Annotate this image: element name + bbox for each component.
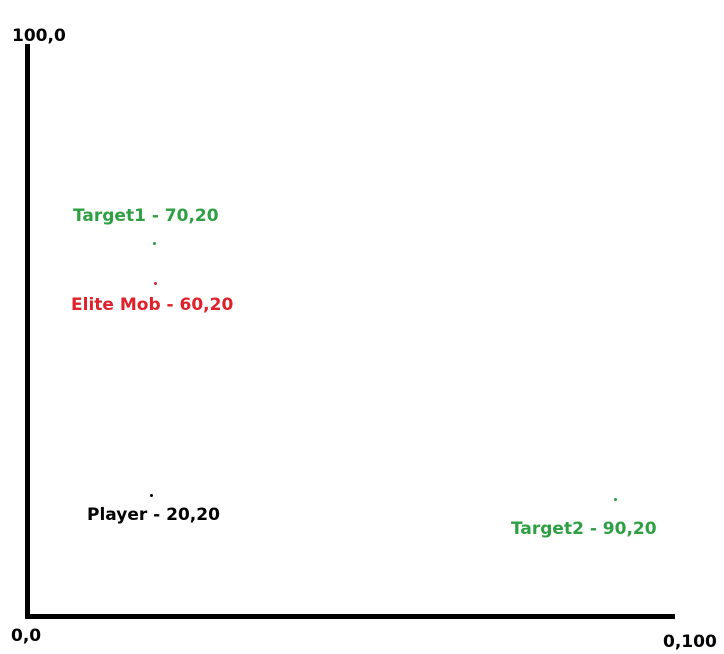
origin-label: 0,0 bbox=[11, 626, 42, 646]
player-dot bbox=[150, 494, 153, 497]
x-axis-line bbox=[25, 614, 675, 619]
target1-label: Target1 - 70,20 bbox=[73, 206, 219, 226]
top-left-corner-label: 100,0 bbox=[12, 26, 66, 46]
bottom-right-corner-label: 0,100 bbox=[663, 632, 717, 652]
target2-label: Target2 - 90,20 bbox=[511, 519, 657, 539]
y-axis-line bbox=[25, 44, 30, 619]
elite-mob-dot bbox=[154, 282, 157, 285]
player-label: Player - 20,20 bbox=[87, 505, 220, 525]
elite-mob-label: Elite Mob - 60,20 bbox=[71, 295, 234, 315]
target1-dot bbox=[153, 242, 156, 245]
target2-dot bbox=[614, 498, 617, 501]
